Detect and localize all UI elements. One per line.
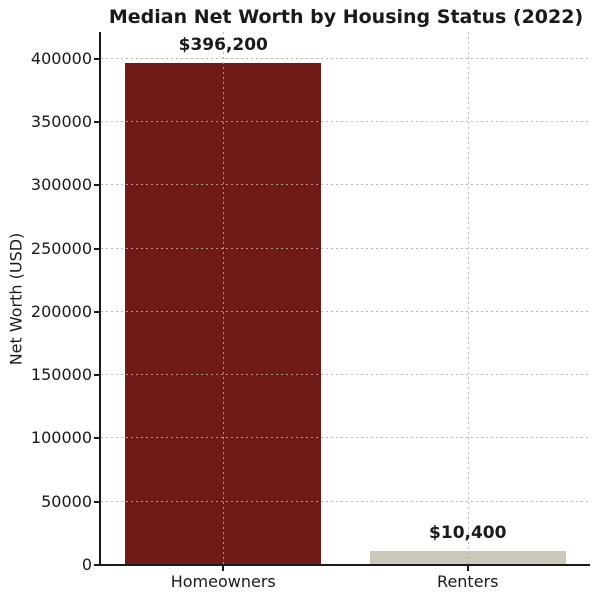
gridline-horizontal [101, 57, 590, 59]
x-axis-spine [99, 564, 590, 566]
gridline-vertical [223, 32, 225, 564]
gridline-horizontal [101, 500, 590, 502]
y-tick-label: 150000 [30, 365, 92, 385]
gridline-horizontal [101, 247, 590, 249]
y-tick-label: 200000 [30, 301, 92, 321]
y-tick-label: 350000 [30, 112, 92, 132]
gridline-horizontal [101, 121, 590, 123]
x-tick-label: Renters [437, 572, 499, 591]
y-tick-mark [94, 437, 99, 440]
gridline-vertical [467, 32, 469, 564]
x-tick-mark [222, 566, 225, 571]
plot-area: $396,200 $10,400 [101, 32, 590, 564]
bar-renters [369, 550, 566, 564]
gridline-horizontal [101, 184, 590, 186]
y-tick-label: 300000 [30, 175, 92, 195]
gridline-horizontal [101, 437, 590, 439]
x-tick-mark [466, 566, 469, 571]
y-tick-mark [94, 57, 99, 60]
bar-homeowners [125, 62, 322, 564]
y-tick-mark [94, 564, 99, 566]
y-tick-mark [94, 374, 99, 377]
bar-value-label: $396,200 [178, 34, 268, 55]
y-tick-label: 0 [81, 555, 92, 574]
chart-title: Median Net Worth by Housing Status (2022… [108, 6, 584, 28]
y-tick-mark [94, 184, 99, 187]
y-tick-label: 50000 [41, 491, 92, 511]
y-tick-label: 250000 [30, 238, 92, 258]
y-tick-mark [94, 310, 99, 313]
x-tick-label: Homeowners [170, 572, 276, 591]
bar-value-label: $10,400 [429, 522, 507, 543]
y-tick-label: 100000 [30, 428, 92, 448]
y-tick-mark [94, 500, 99, 503]
gridline-horizontal [101, 374, 590, 376]
y-axis-spine [99, 32, 101, 566]
y-tick-label: 400000 [30, 48, 92, 68]
gridline-horizontal [101, 310, 590, 312]
y-tick-mark [94, 247, 99, 250]
y-tick-mark [94, 121, 99, 124]
